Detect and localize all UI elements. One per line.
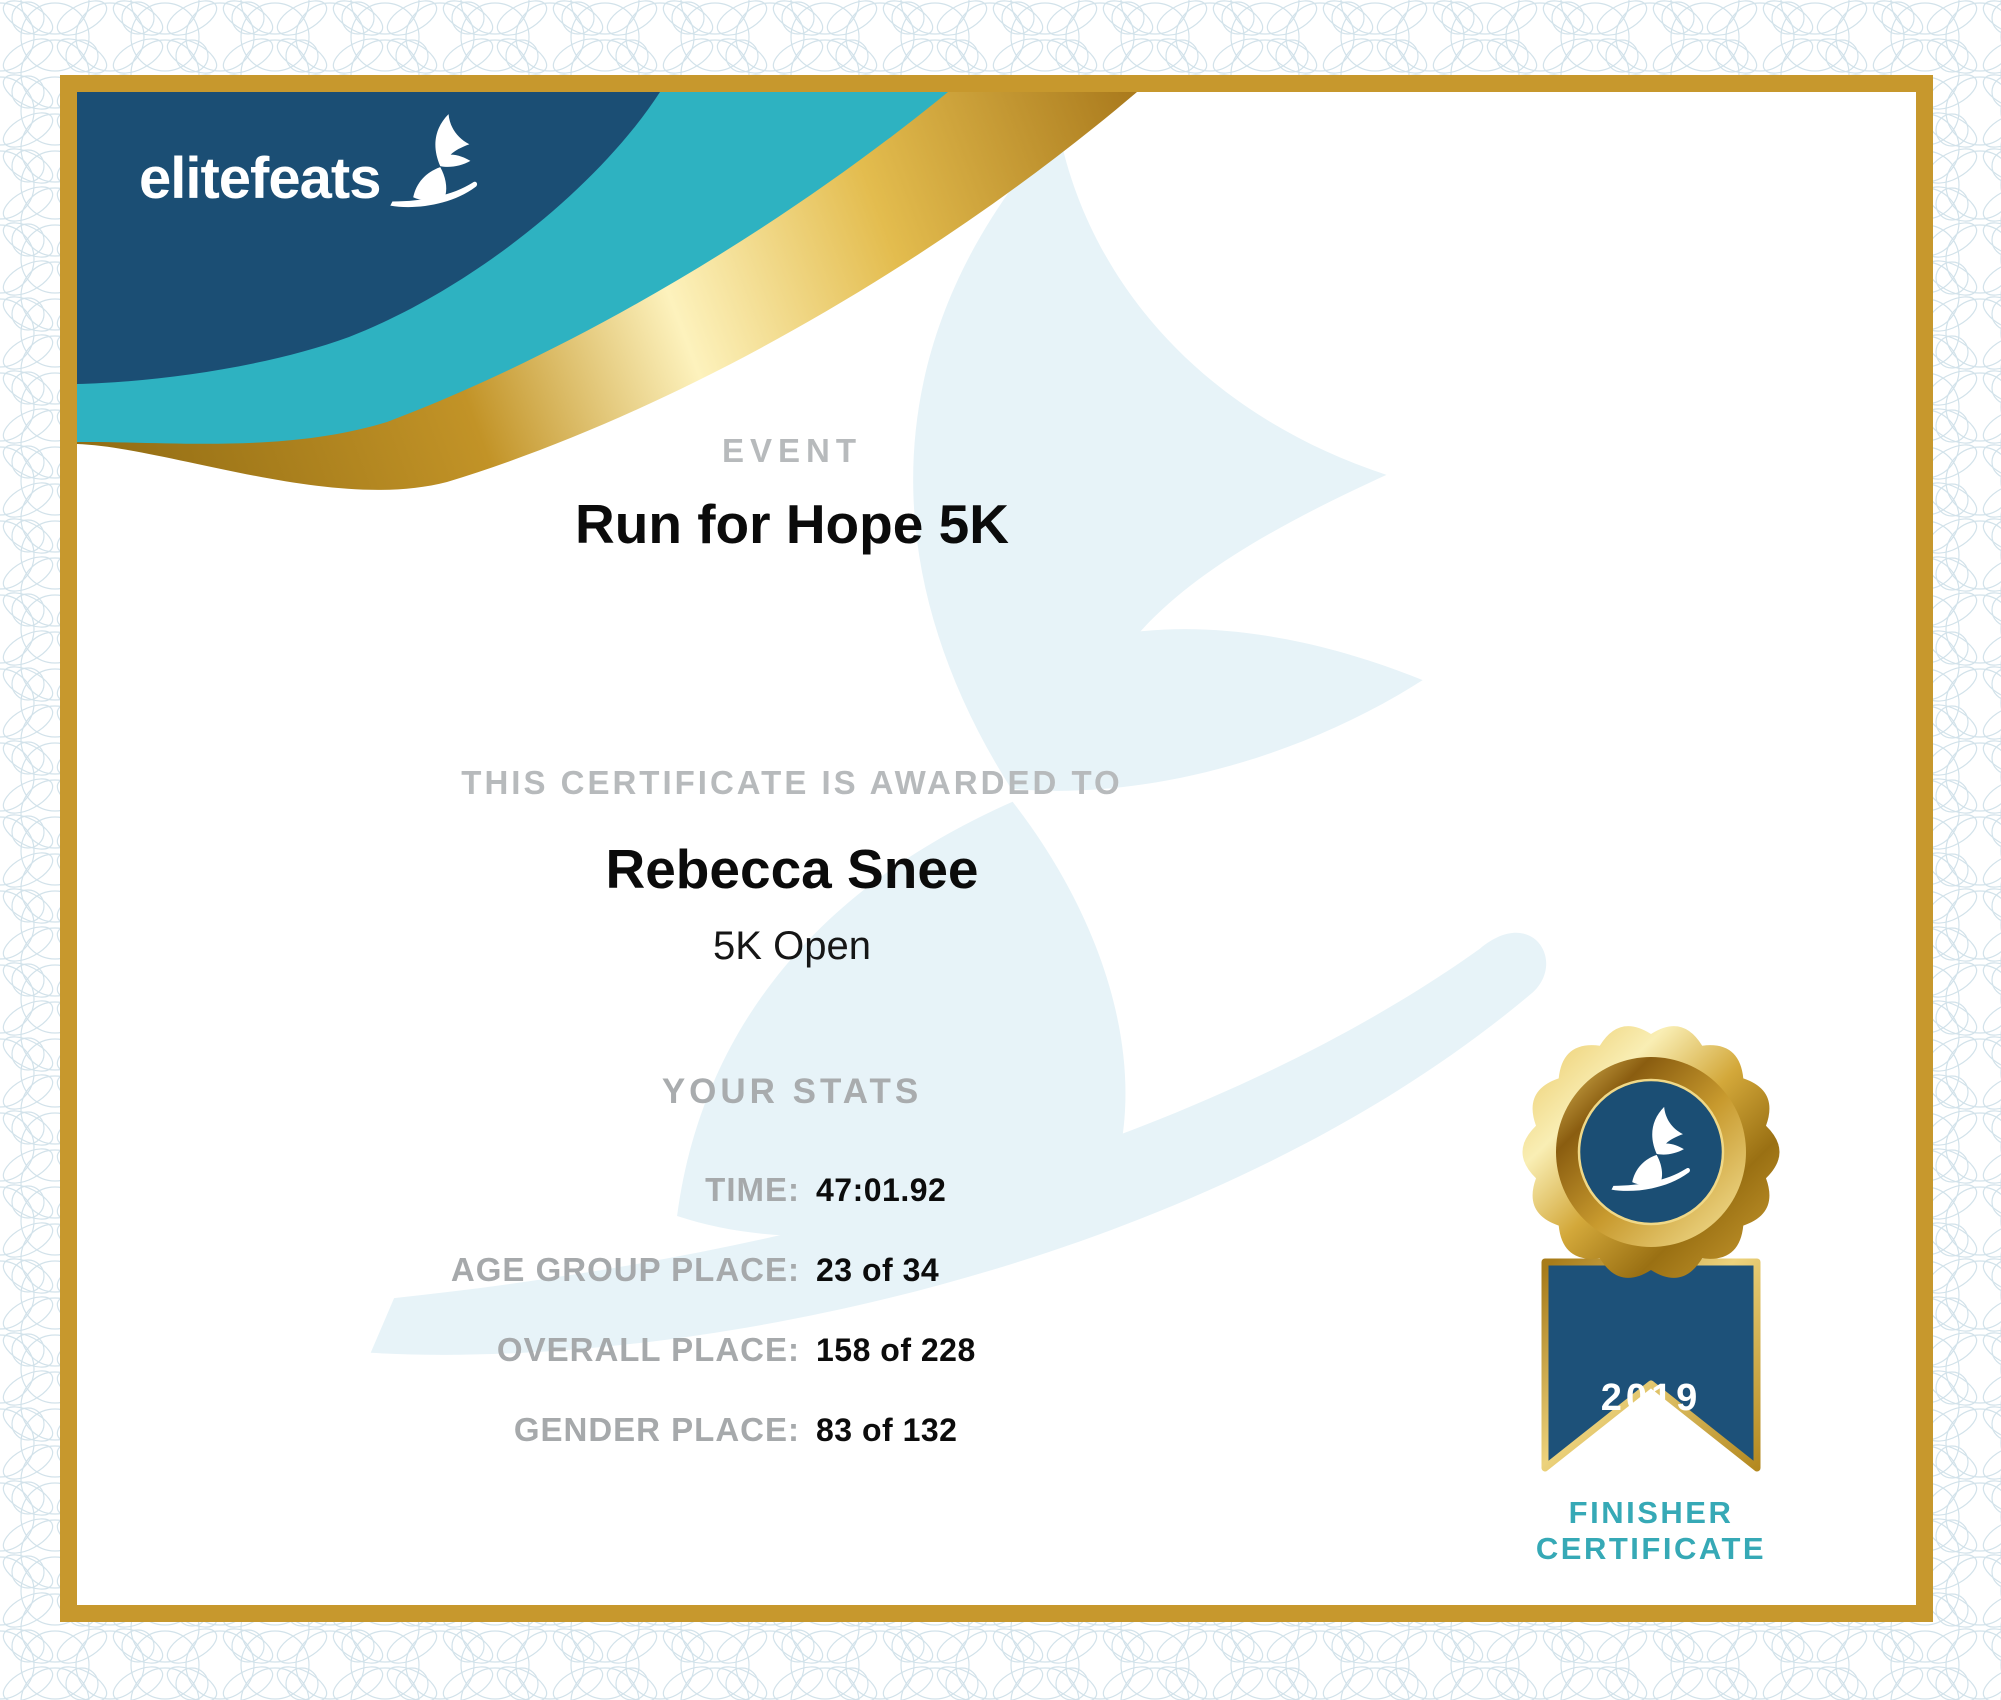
awarded-to-label: THIS CERTIFICATE IS AWARDED TO (461, 764, 1123, 801)
finisher-badge-medal: 2019 (1522, 1026, 1780, 1472)
stat-value-overall-place: 158 of 228 (816, 1332, 976, 1368)
badge-ribbon (1541, 1258, 1761, 1472)
stat-label-overall-place: OVERALL PLACE: (496, 1331, 800, 1368)
stat-label-age-group-place: AGE GROUP PLACE: (450, 1251, 800, 1288)
brand-wordmark: elitefeats (139, 146, 381, 211)
event-label: EVENT (721, 432, 863, 469)
brand-logo: elitefeats (139, 112, 486, 216)
recipient-name: Rebecca Snee (605, 838, 979, 900)
stats-heading: YOUR STATS (661, 1072, 923, 1111)
stat-value-age-group-place: 23 of 34 (816, 1252, 940, 1288)
winged-foot-icon (390, 114, 478, 208)
stats-table: TIME: 47:01.92 AGE GROUP PLACE: 23 of 34… (77, 1170, 1507, 1450)
badge-caption-line2: CERTIFICATE (1535, 1531, 1767, 1566)
certificate-inner: elitefeats EVENT Run for Hope 5K THIS CE… (77, 92, 1916, 1605)
stat-value-time: 47:01.92 (816, 1172, 947, 1208)
event-name: Run for Hope 5K (575, 493, 1009, 555)
header-swoosh (77, 92, 1137, 490)
stat-label-gender-place: GENDER PLACE: (513, 1411, 800, 1448)
navy-swoosh (77, 92, 660, 384)
division: 5K Open (713, 924, 871, 968)
stat-value-gender-place: 83 of 132 (816, 1412, 958, 1448)
badge-caption: FINISHER CERTIFICATE (1515, 1495, 1787, 1567)
badge-year: 2019 (1601, 1377, 1702, 1419)
badge-center (1577, 1078, 1725, 1226)
finisher-badge: 2019 FINISHER CERTIFICATE (1515, 1020, 1787, 1567)
stat-label-time: TIME: (705, 1171, 800, 1208)
badge-caption-line1: FINISHER (1568, 1495, 1734, 1530)
